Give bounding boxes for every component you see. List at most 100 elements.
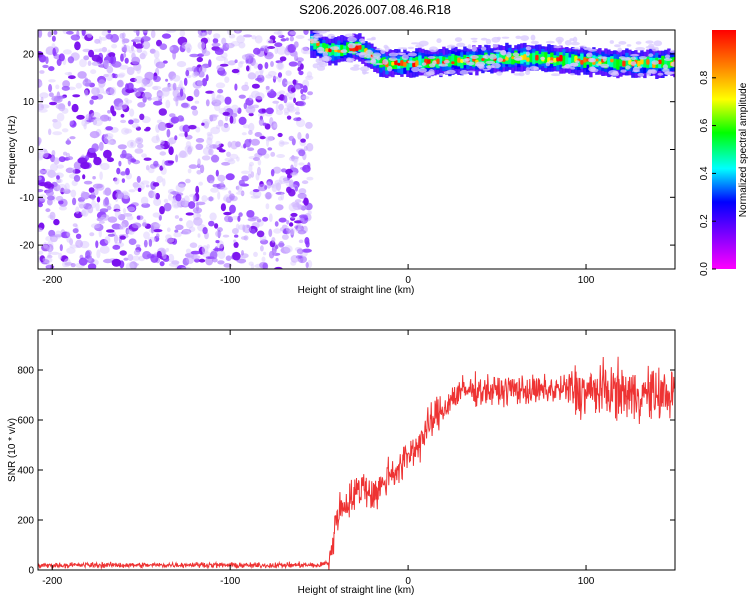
noise-cell: [38, 250, 44, 255]
noise-cell: [141, 203, 151, 208]
noise-cell: [68, 75, 76, 80]
ridge-cell: [403, 61, 407, 67]
noise-cell: [38, 108, 48, 113]
noise-cell: [69, 136, 76, 140]
noise-cell: [107, 233, 115, 237]
noise-cell: [216, 94, 222, 99]
ridge-cell: [583, 57, 587, 63]
noise-cell: [263, 153, 270, 159]
noise-cell: [100, 162, 110, 171]
snr-y-axis: 0 200 400 600 800: [17, 366, 675, 577]
ridge-cell: [526, 57, 530, 62]
noise-cell: [158, 108, 167, 116]
noise-cell: [79, 58, 87, 68]
halo-cell: [569, 38, 575, 42]
halo-cell: [374, 63, 384, 65]
noise-cell: [157, 121, 167, 131]
noise-cell: [118, 160, 122, 167]
noise-cell: [283, 95, 288, 104]
halo-cell: [316, 62, 325, 66]
noise-cell: [38, 188, 44, 193]
halo-cell: [310, 40, 320, 44]
x-tick-label: 0: [405, 576, 411, 587]
ridge-cell: [325, 48, 329, 53]
y-tick-label: 0: [28, 566, 34, 577]
noise-cell: [189, 53, 200, 58]
noise-cell: [262, 216, 269, 222]
ridge-cell: [499, 51, 503, 63]
noise-cell: [56, 178, 63, 184]
ridge-cell: [568, 57, 572, 67]
halo-cell: [313, 37, 319, 41]
noise-cell: [261, 256, 266, 263]
noise-cell: [112, 244, 121, 250]
noise-cell: [298, 70, 304, 76]
noise-cell: [45, 189, 54, 197]
noise-cell: [191, 255, 201, 260]
noise-cell: [155, 144, 165, 150]
noise-cell: [247, 173, 252, 179]
noise-cell: [221, 124, 230, 133]
noise-cell: [64, 182, 70, 191]
halo-cell: [620, 69, 627, 73]
noise-cell: [293, 41, 299, 48]
noise-cell: [145, 184, 150, 188]
halo-cell: [480, 46, 487, 51]
noise-cell: [129, 108, 135, 117]
ridge-cell: [358, 44, 362, 50]
noise-cell: [169, 44, 180, 54]
halo-cell: [570, 41, 580, 46]
noise-cell: [100, 36, 108, 41]
noise-cell: [58, 200, 64, 205]
noise-cell: [106, 229, 115, 233]
noise-cell: [238, 61, 243, 68]
noise-cell: [217, 260, 225, 265]
noise-cell: [99, 216, 107, 222]
noise-cell: [169, 74, 174, 81]
noise-cell: [218, 143, 224, 148]
halo-cell: [657, 72, 664, 76]
ridge-cell: [436, 58, 440, 65]
noise-cell: [98, 48, 104, 52]
halo-cell: [485, 38, 492, 45]
noise-cell: [238, 212, 243, 217]
noise-cell: [227, 60, 236, 66]
noise-cell: [48, 79, 56, 83]
ridge-cell: [391, 61, 395, 66]
noise-cell: [230, 140, 238, 150]
noise-cell: [265, 85, 270, 91]
noise-cell: [298, 188, 307, 195]
noise-cell: [265, 88, 271, 93]
noise-cell: [118, 72, 126, 77]
noise-cell: [49, 163, 58, 172]
ridge-cell: [616, 59, 620, 70]
noise-cell: [277, 196, 283, 201]
halo-cell: [614, 44, 621, 48]
noise-cell: [131, 222, 142, 229]
noise-cell: [118, 102, 128, 110]
noise-cell: [259, 136, 266, 140]
halo-cell: [609, 40, 614, 44]
halo-cell: [484, 54, 490, 60]
noise-cell: [297, 204, 308, 210]
halo-cell: [669, 49, 675, 53]
noise-cell: [133, 118, 140, 124]
noise-cell: [259, 69, 264, 78]
noise-cell: [283, 107, 290, 114]
noise-cell: [92, 183, 103, 189]
colorbar-tick-label: 0.2: [699, 214, 710, 228]
noise-cell: [181, 228, 192, 235]
noise-cell: [196, 80, 203, 86]
noise-cell: [38, 137, 41, 146]
noise-cell: [192, 109, 199, 116]
noise-cell: [265, 107, 274, 115]
noise-cell: [157, 92, 165, 97]
ridge-cell: [379, 58, 383, 68]
noise-cell: [119, 235, 126, 240]
ridge-cell: [439, 56, 443, 67]
noise-cell: [277, 132, 283, 138]
noise-cell: [298, 239, 304, 244]
noise-cell: [90, 116, 97, 120]
colorbar-tick-label: 0.0: [699, 262, 710, 276]
noise-cell: [290, 212, 298, 217]
